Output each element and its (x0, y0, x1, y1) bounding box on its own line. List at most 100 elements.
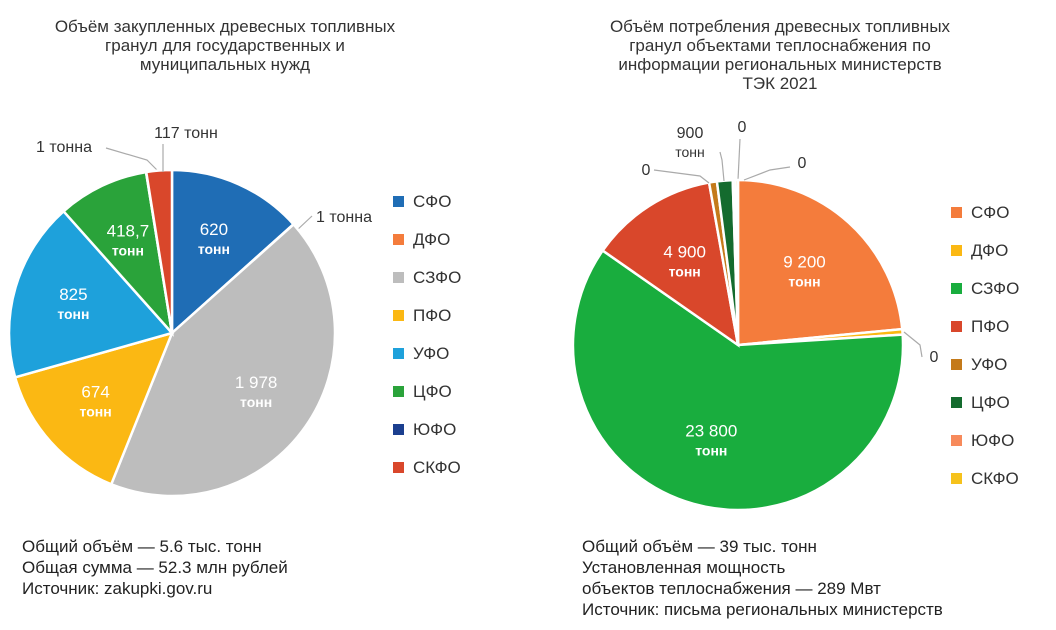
slice-unit-label: тонн (112, 242, 144, 258)
right-chart-notes: Общий объём — 39 тыс. тонн Установленная… (582, 536, 943, 620)
right-chart-legend: СФО ДФО СЗФО ПФО УФО ЦФО ЮФО СКФО (951, 203, 1019, 507)
slice-value-label: 1 978 (235, 373, 278, 392)
legend-swatch (393, 348, 404, 359)
pie-slice (571, 248, 905, 512)
legend-label: СКФО (971, 468, 1019, 488)
slice-unit-label: тонн (80, 404, 112, 420)
pie-slice (13, 331, 175, 486)
slice-value-label: 1 тонна (36, 139, 92, 156)
legend-item: ДФО (951, 241, 1019, 260)
legend-item: ЮФО (393, 420, 461, 439)
legend-swatch (951, 435, 962, 446)
legend-item: СКФО (951, 469, 1019, 488)
legend-label: СЗФО (413, 267, 462, 287)
legend-label: ЦФО (971, 392, 1010, 412)
legend-label: СКФО (413, 457, 461, 477)
legend-swatch (951, 397, 962, 408)
legend-swatch (393, 272, 404, 283)
slice-value-label: 825 (59, 285, 87, 304)
note-line: Общая сумма — 52.3 млн рублей (22, 558, 288, 577)
legend-item: ЮФО (951, 431, 1019, 450)
slice-value-label: 1 тонна (316, 209, 372, 226)
pie-slice (7, 209, 175, 379)
slice-value-label: 23 800 (685, 421, 737, 440)
legend-label: ПФО (413, 305, 452, 325)
slice-value-label: 0 (798, 155, 807, 172)
legend-item: ДФО (393, 230, 461, 249)
legend-swatch (393, 386, 404, 397)
legend-label: СЗФО (971, 278, 1020, 298)
note-line: Общий объём — 39 тыс. тонн (582, 537, 817, 556)
slice-unit-label: тонн (695, 442, 727, 458)
leader-line (743, 166, 791, 181)
slice-unit-label: тонн (198, 241, 230, 257)
pie-slice (600, 181, 740, 348)
legend-item: СЗФО (951, 279, 1019, 298)
left-chart-notes: Общий объём — 5.6 тыс. тонн Общая сумма … (22, 536, 288, 599)
slice-unit-label: тонн (675, 144, 705, 160)
left-chart-legend: СФО ДФО СЗФО ПФО УФО ЦФО ЮФО СКФО (393, 192, 461, 496)
slice-unit-label: тонн (240, 394, 272, 410)
note-line: Источник: письма региональных министерст… (582, 600, 943, 619)
legend-swatch (951, 245, 962, 256)
legend-swatch (393, 424, 404, 435)
leader-line (903, 331, 923, 358)
pie-slice (144, 168, 174, 334)
slice-unit-label: тонн (669, 264, 701, 280)
slice-value-label: 620 (200, 220, 228, 239)
legend-swatch (951, 359, 962, 370)
legend-item: УФО (951, 355, 1019, 374)
note-line: Источник: zakupki.gov.ru (22, 579, 213, 598)
legend-label: СФО (413, 191, 452, 211)
legend-item: ПФО (951, 317, 1019, 336)
note-line: Установленная мощность (582, 558, 786, 577)
legend-label: ПФО (971, 316, 1010, 336)
slice-value-label: 9 200 (783, 253, 826, 272)
legend-item: УФО (393, 344, 461, 363)
left-chart-title: Объём закупленных древесных топливных гр… (54, 17, 396, 74)
legend-swatch (951, 283, 962, 294)
pie-slice (170, 168, 296, 336)
slice-value-label: 418,7 (107, 221, 150, 240)
pie-slice (734, 178, 740, 346)
slice-value-label: 4 900 (663, 243, 706, 262)
legend-label: ДФО (971, 240, 1009, 260)
legend-label: УФО (413, 343, 450, 363)
legend-swatch (393, 462, 404, 473)
legend-item: ПФО (393, 306, 461, 325)
legend-item: СФО (951, 203, 1019, 222)
legend-label: ЦФО (413, 381, 452, 401)
slice-value-label: 0 (738, 119, 747, 136)
legend-item: СЗФО (393, 268, 461, 287)
slice-value-label: 900 (677, 125, 704, 142)
note-line: Общий объём — 5.6 тыс. тонн (22, 537, 262, 556)
slice-value-label: 0 (930, 349, 939, 366)
leader-line (737, 138, 741, 181)
legend-item: СФО (393, 192, 461, 211)
leader-line (653, 169, 710, 184)
legend-label: ЮФО (971, 430, 1015, 450)
pie-slice (736, 178, 904, 347)
slice-value-label: 674 (81, 383, 109, 402)
legend-item: СКФО (393, 458, 461, 477)
slice-value-label: 117 тонн (154, 125, 218, 142)
legend-swatch (951, 207, 962, 218)
leader-line (105, 147, 160, 173)
legend-label: ДФО (413, 229, 451, 249)
leader-line (719, 151, 725, 182)
slice-value-label: 0 (642, 162, 651, 179)
right-chart-title: Объём потребления древесных топливных гр… (609, 17, 951, 93)
pie-slice (61, 170, 174, 338)
legend-swatch (951, 321, 962, 332)
slice-unit-label: тонн (57, 306, 89, 322)
legend-item: ЦФО (951, 393, 1019, 412)
note-line: объектов теплоснабжения — 289 Мвт (582, 579, 881, 598)
legend-swatch (393, 310, 404, 321)
legend-item: ЦФО (393, 382, 461, 401)
slice-unit-label: тонн (788, 274, 820, 290)
legend-label: УФО (971, 354, 1008, 374)
legend-swatch (951, 473, 962, 484)
legend-swatch (393, 234, 404, 245)
legend-swatch (393, 196, 404, 207)
